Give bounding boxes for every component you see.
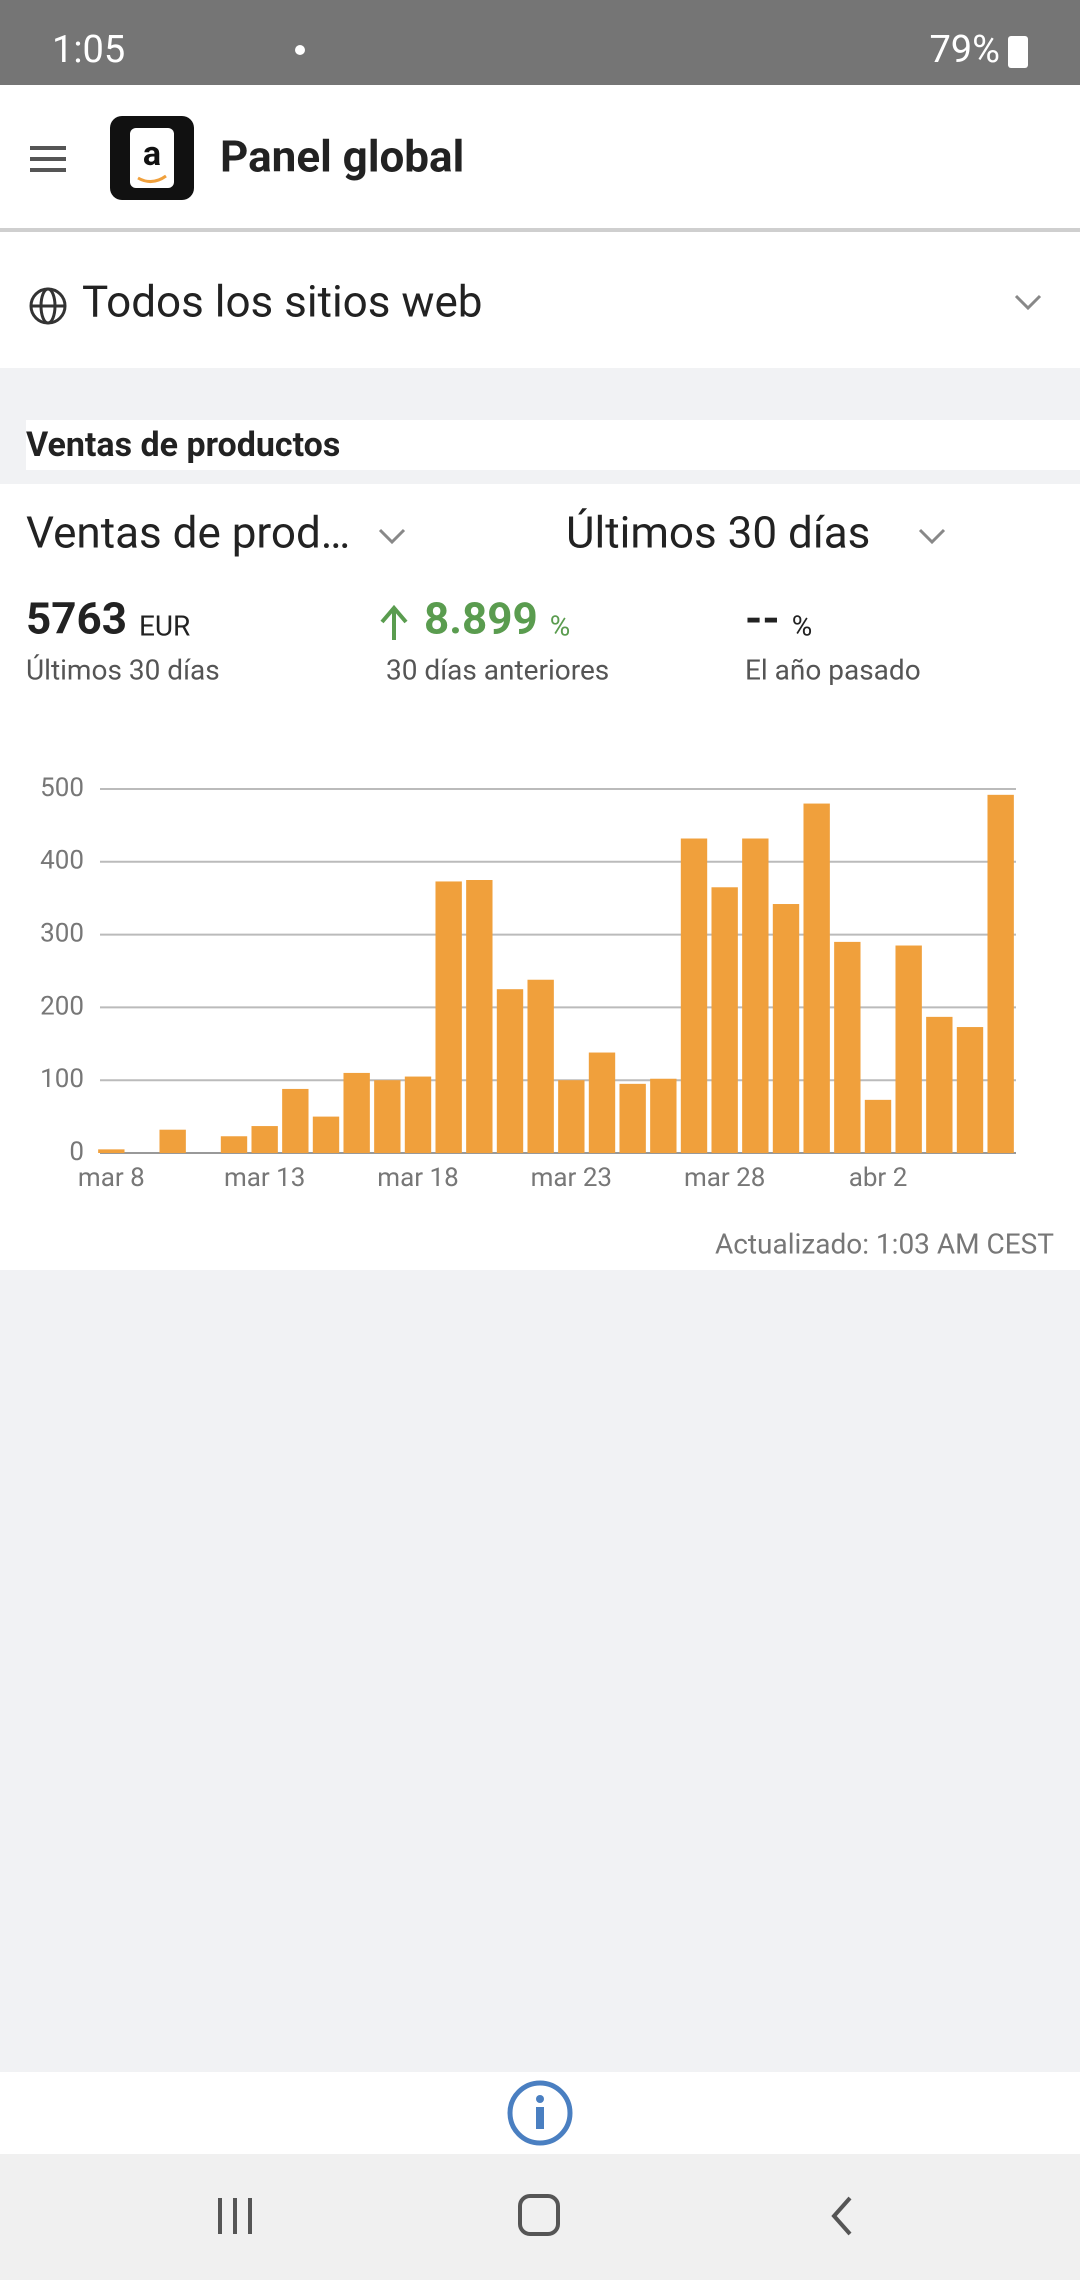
x-tick-label: mar 18 (377, 1163, 458, 1193)
bar (834, 941, 861, 1153)
bar (803, 803, 830, 1153)
menu-line (30, 168, 66, 172)
bar (374, 1080, 401, 1153)
x-tick-label: abr 2 (849, 1163, 908, 1193)
y-tick-label: 200 (40, 991, 84, 1021)
bar (435, 881, 462, 1153)
info-dot (536, 2095, 544, 2103)
bar (404, 1076, 432, 1153)
app-bar-shadow (0, 228, 1080, 232)
menu-button[interactable] (30, 146, 66, 172)
back-button[interactable] (831, 2196, 852, 2236)
nav-line (218, 2198, 222, 2234)
bar (496, 989, 524, 1153)
bar (956, 1027, 984, 1153)
chevron (918, 528, 946, 545)
recents-button[interactable] (218, 2198, 252, 2234)
bar (159, 1129, 186, 1153)
site-selector[interactable] (0, 232, 1080, 368)
bar (343, 1072, 370, 1153)
info-button[interactable] (507, 2080, 573, 2146)
metric-unit: % (550, 609, 571, 642)
info-circle (507, 2080, 573, 2146)
metric-dropdown[interactable]: Ventas de prod… (26, 507, 350, 559)
metric-caption: El año pasado (745, 653, 921, 686)
metric-value: 8.899 (424, 593, 538, 645)
bar (987, 794, 1014, 1153)
nav-bar (0, 2154, 1080, 2280)
app-title: Panel global (220, 131, 464, 183)
menu-line (30, 157, 66, 161)
home-button[interactable] (518, 2194, 560, 2236)
bar (466, 880, 493, 1153)
up-arrow (380, 604, 408, 640)
y-tick-label: 100 (40, 1064, 84, 1094)
bar (895, 945, 922, 1153)
y-tick-label: 300 (40, 918, 84, 948)
bar (98, 1149, 125, 1153)
section-title: Ventas de productos (26, 425, 340, 465)
metric-caption: 30 días anteriores (386, 653, 609, 686)
metric-value: -- (745, 593, 780, 645)
globe-icon (29, 287, 67, 325)
status-bar (0, 0, 1080, 85)
bar (558, 1080, 585, 1153)
logo-letter: a (143, 134, 161, 174)
x-tick-label: mar 8 (78, 1163, 145, 1193)
logo-smile (137, 174, 167, 183)
x-tick-label: mar 13 (224, 1163, 305, 1193)
bar (282, 1088, 309, 1153)
bar (680, 838, 708, 1153)
metric-caption: Últimos 30 días (26, 653, 220, 686)
bar (588, 1052, 616, 1153)
status-dot (295, 45, 305, 55)
section-header (26, 420, 1080, 470)
updated-note: Actualizado: 1:03 AM CEST (715, 1227, 1054, 1260)
nav-line (248, 2198, 252, 2234)
bar (742, 838, 769, 1153)
y-tick-label: 0 (69, 1137, 84, 1167)
bar (527, 979, 554, 1153)
bar (926, 1016, 953, 1153)
status-battery: 79% (929, 28, 1000, 72)
period-dropdown[interactable]: Últimos 30 días (566, 507, 870, 559)
y-tick-label: 500 (40, 773, 84, 803)
chevron (1014, 294, 1042, 311)
metric-value: 5763 (26, 593, 127, 645)
battery-icon (1008, 36, 1028, 68)
bar (251, 1126, 278, 1153)
bar (220, 1136, 248, 1153)
logo-tag (130, 128, 174, 188)
chevron (378, 528, 406, 545)
site-label: Todos los sitios web (82, 276, 483, 328)
bar (619, 1083, 646, 1153)
bar (772, 904, 800, 1153)
nav-line (233, 2198, 237, 2234)
metric-unit: % (792, 609, 813, 642)
y-tick-label: 400 (40, 846, 84, 876)
bar (650, 1078, 677, 1153)
bar (312, 1116, 340, 1153)
status-time: 1:05 (52, 28, 125, 72)
bar (864, 1099, 892, 1153)
bar (711, 887, 738, 1153)
metric-unit: EUR (139, 609, 190, 642)
x-tick-label: mar 23 (531, 1163, 612, 1193)
info-stem (536, 2107, 544, 2129)
menu-line (30, 146, 66, 150)
x-tick-label: mar 28 (684, 1163, 765, 1193)
sales-chart: 0 100 200 300 400 500 mar 8 mar 13 mar 18 mar 23 m… (40, 773, 1016, 1193)
